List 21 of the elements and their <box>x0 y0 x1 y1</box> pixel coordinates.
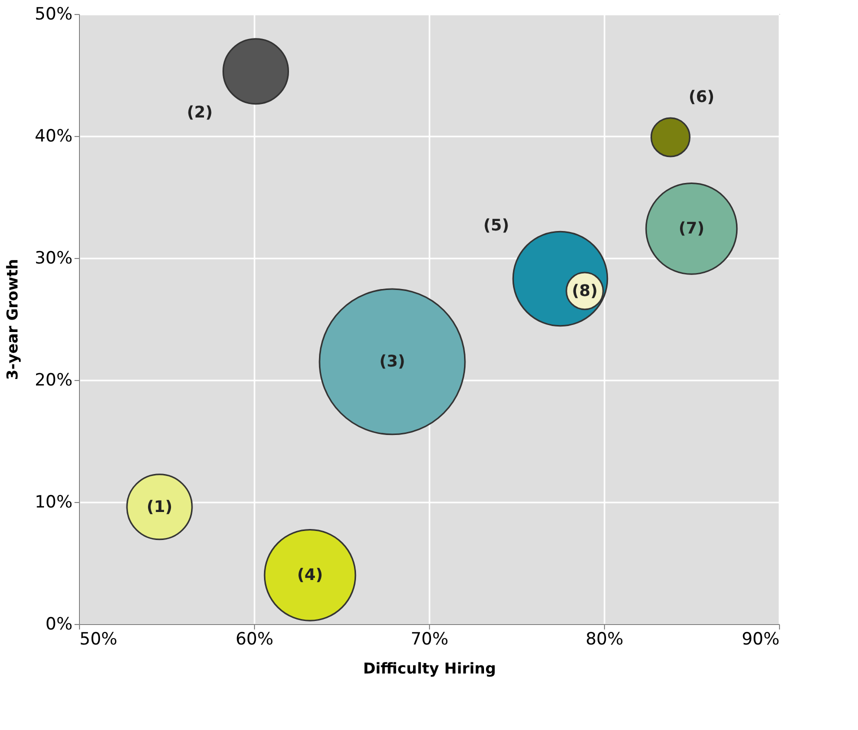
annotation: (7) <box>678 218 704 238</box>
x-tick-label: 60% <box>236 630 274 650</box>
x-tick-label: 70% <box>410 630 448 650</box>
y-tick-label: 50% <box>34 4 72 24</box>
annotation: (5) <box>483 216 510 235</box>
annotation: (1) <box>146 496 172 516</box>
annotation: (8) <box>572 280 598 300</box>
y-axis-title: 3-year Growth <box>4 258 22 380</box>
x-axis-title: Difficulty Hiring <box>363 660 496 678</box>
annotation: (2) <box>186 102 213 122</box>
x-tick-label: 90% <box>742 630 780 650</box>
x-tick-label: 50% <box>80 630 118 650</box>
y-tick-label: 0% <box>46 614 72 634</box>
x-tick-label: 80% <box>586 630 624 650</box>
y-tick-label: 30% <box>34 248 72 268</box>
annotation: (3) <box>379 352 406 371</box>
annotation: (4) <box>297 565 323 584</box>
annotation: (6) <box>688 87 714 106</box>
y-tick-label: 10% <box>34 492 72 512</box>
y-tick-label: 40% <box>34 126 72 146</box>
y-tick-label: 20% <box>34 370 72 390</box>
